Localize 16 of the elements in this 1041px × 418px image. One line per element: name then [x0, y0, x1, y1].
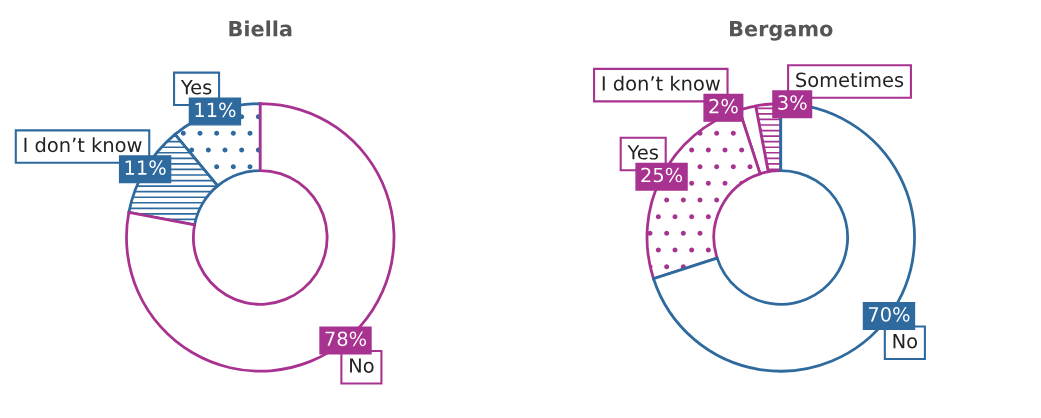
legend-label: No	[350, 358, 374, 373]
data-label: 70%	[868, 306, 910, 322]
data-label: 78%	[325, 331, 367, 347]
slice-label: I don’t know	[24, 137, 142, 153]
data-label: 11%	[125, 160, 166, 175]
data-label: 3%	[778, 95, 807, 110]
slice-label: I don’t know	[602, 75, 720, 91]
data-label: 11%	[195, 102, 236, 118]
slice-label: Sometimes	[796, 72, 904, 88]
data-label: 2%	[709, 98, 738, 114]
slice-label: Yes	[180, 80, 212, 95]
data-label: 25%	[641, 167, 683, 183]
slice-label: Yes	[627, 145, 658, 160]
chart-title: Bergamo	[730, 21, 833, 41]
legend-label: No	[893, 333, 918, 349]
chart-title: Biella	[229, 20, 292, 37]
